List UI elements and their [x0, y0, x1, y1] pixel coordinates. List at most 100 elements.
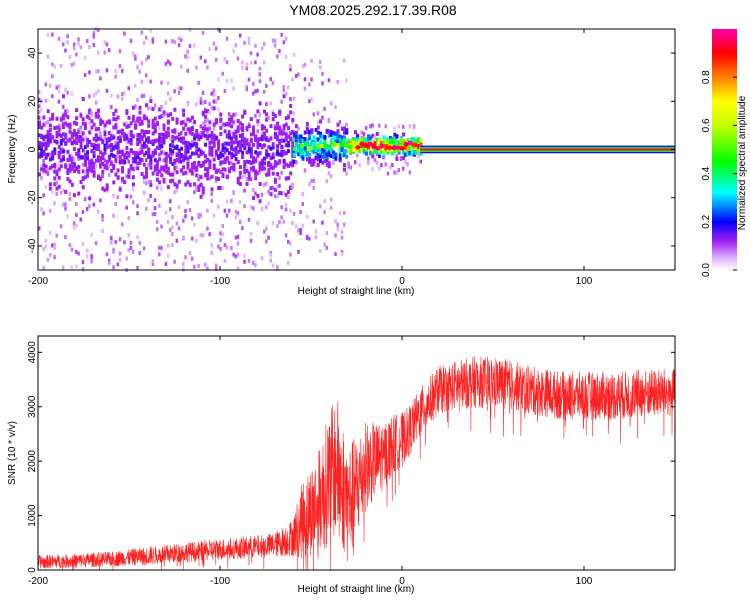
- spectrogram-cell: [217, 144, 221, 149]
- spectrogram-speckle: [70, 247, 74, 252]
- spectrogram-speckle: [210, 91, 213, 96]
- spectrogram-cell: [149, 158, 153, 163]
- spectrogram-speckle: [329, 101, 333, 106]
- spectrogram-cell: [195, 165, 199, 170]
- spectrogram-speckle: [110, 240, 113, 245]
- spectrogram-cell: [319, 134, 322, 139]
- spectrogram-cell: [160, 132, 164, 137]
- spectrogram-cell: [371, 154, 375, 159]
- spectrogram-cell: [247, 149, 251, 154]
- spectrogram-cell: [334, 131, 338, 136]
- spectrogram-cell: [57, 152, 61, 157]
- spectrogram-cell: [90, 164, 94, 169]
- spectrogram-speckle: [105, 88, 109, 93]
- spectrogram-speckle: [107, 172, 111, 177]
- spectrogram-speckle: [180, 131, 183, 135]
- spectrogram-speckle: [354, 160, 357, 165]
- spectrogram-speckle: [46, 257, 50, 262]
- spectrogram-peak: [395, 145, 401, 150]
- spectrogram-cell: [345, 149, 349, 154]
- spectrogram-cell: [121, 166, 124, 171]
- spectrogram-cell: [97, 136, 100, 141]
- spectrogram-speckle: [42, 265, 45, 270]
- spectrogram-cell: [228, 117, 231, 122]
- spectrogram-cell: [263, 136, 266, 141]
- spectrogram-cell: [153, 158, 157, 163]
- spectrogram-cell: [97, 158, 100, 163]
- spectrogram-cell: [406, 151, 410, 156]
- spectrogram-cell: [269, 124, 273, 129]
- spectrogram-speckle: [276, 185, 279, 189]
- spectrogram-cell: [273, 132, 277, 137]
- spectrogram-cell: [254, 150, 258, 155]
- spectrogram-speckle: [175, 165, 179, 170]
- spectrogram-cell: [252, 159, 255, 164]
- spectrogram-cell: [230, 142, 234, 147]
- spectrogram-cell: [53, 147, 57, 152]
- spectrogram-cell: [258, 101, 262, 106]
- spectrogram-cell: [51, 112, 55, 117]
- spectrogram-cell: [256, 109, 260, 114]
- spectrogram-cell: [118, 160, 122, 165]
- spectrogram-cell: [123, 122, 127, 127]
- spectrogram-cell: [284, 162, 288, 167]
- spectrogram-cell: [105, 137, 109, 142]
- spectrogram-cell: [212, 163, 216, 168]
- spectrogram-speckle: [197, 177, 200, 182]
- spectrogram-cell: [206, 176, 210, 181]
- spectrogram-peak: [399, 146, 405, 151]
- spectrogram-speckle: [234, 235, 238, 240]
- spectrogram-cell: [171, 139, 175, 144]
- spectrogram-speckle: [62, 188, 65, 193]
- spectrogram-cell: [53, 139, 57, 144]
- spectrogram-cell: [258, 161, 262, 166]
- spectrogram-speckle: [284, 207, 288, 212]
- spectrogram-speckle: [402, 166, 405, 171]
- snr-x-tick-label: -200: [28, 576, 48, 587]
- spectrogram-cell: [265, 112, 269, 117]
- spectrogram-cell: [92, 146, 96, 151]
- spectrogram-speckle: [249, 60, 253, 65]
- spectrogram-speckle: [256, 129, 259, 134]
- spectrogram-cell: [59, 149, 63, 154]
- spectrogram-speckle: [62, 202, 65, 207]
- spectrogram-speckle: [103, 40, 106, 45]
- spectrogram-speckle: [291, 182, 294, 187]
- spectrogram-cell: [386, 139, 390, 144]
- spectrogram-speckle: [219, 170, 222, 174]
- spectrogram-cell: [151, 125, 155, 130]
- spectrogram-speckle: [173, 89, 176, 94]
- spectrogram-peak: [355, 145, 361, 150]
- spectrogram-cell: [319, 131, 322, 136]
- spectrogram-speckle: [99, 76, 102, 81]
- spectrogram-speckle: [86, 254, 89, 259]
- spectrogram-speckle: [160, 186, 163, 191]
- spectrogram-cell: [256, 153, 260, 158]
- spectrogram-cell: [260, 161, 264, 166]
- spectrogram-cell: [164, 163, 168, 168]
- spectrogram-cell: [258, 199, 262, 204]
- spectrogram-cell: [155, 177, 159, 182]
- spectrogram-cell: [208, 152, 212, 156]
- snr-marks: [37, 356, 676, 571]
- spectrogram-cell: [415, 143, 419, 148]
- spectrogram-speckle: [284, 36, 288, 41]
- spectrogram-speckle: [182, 160, 185, 165]
- spectrogram-cell: [287, 190, 290, 194]
- spectrogram-cell: [160, 166, 164, 171]
- spectrogram-cell: [153, 148, 157, 153]
- spectrogram-cell: [289, 131, 293, 136]
- spectrogram-cell: [305, 122, 309, 126]
- spectrogram-cell: [269, 192, 273, 197]
- spectrogram-cell: [145, 171, 148, 175]
- spectrogram-cell: [280, 191, 284, 196]
- spectrogram-cell: [397, 150, 401, 155]
- spectrogram-speckle: [169, 137, 172, 141]
- spectrogram-speckle: [367, 160, 370, 165]
- spectrogram-cell: [212, 122, 216, 127]
- spectrogram-speckle: [184, 54, 187, 59]
- spectrogram-speckle: [99, 134, 102, 139]
- spectrogram-cell: [316, 130, 320, 135]
- spectrogram-speckle: [223, 259, 227, 263]
- spectrogram-peak: [315, 144, 321, 149]
